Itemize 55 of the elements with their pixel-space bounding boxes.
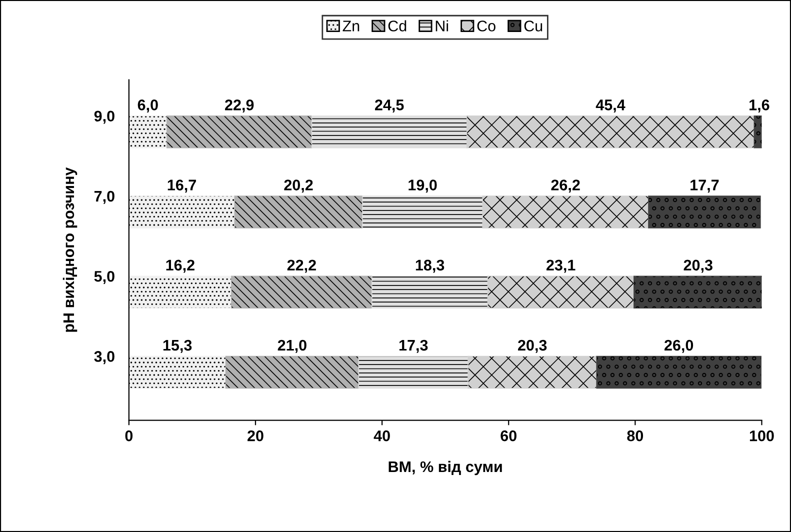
x-tick-label: 20 — [248, 430, 264, 442]
data-label: 26,2 — [551, 180, 580, 193]
bar — [648, 196, 761, 228]
data-label: 20,3 — [684, 260, 712, 273]
x-tick-label: 0 — [125, 430, 133, 442]
bar — [225, 356, 359, 389]
data-label: 18,3 — [416, 260, 444, 273]
y-axis-title: pH вихідного розчину — [62, 167, 78, 332]
bar — [231, 276, 372, 308]
data-label: 23,1 — [546, 260, 576, 273]
data-label: 20,2 — [284, 180, 313, 193]
data-label: 26,0 — [664, 340, 694, 353]
bar — [311, 116, 468, 148]
data-label: 6,0 — [138, 100, 158, 113]
data-label: 22,9 — [225, 100, 254, 113]
y-tick-label: 7,0 — [94, 190, 114, 204]
legend-label: Co — [477, 20, 496, 32]
legend-label: Cd — [388, 20, 406, 32]
x-tick-label: 60 — [500, 430, 516, 442]
bar — [128, 116, 168, 148]
legend-label: Zn — [342, 20, 360, 32]
data-label: 45,4 — [596, 100, 626, 113]
data-label: 15,3 — [163, 340, 192, 353]
bar — [596, 356, 762, 389]
data-label: 19,0 — [408, 180, 437, 193]
bar — [128, 196, 235, 228]
x-tick-label: 80 — [627, 430, 644, 442]
x-tick-label: 40 — [374, 430, 390, 442]
data-label: 24,5 — [374, 100, 404, 113]
bar — [634, 276, 762, 308]
bar — [358, 356, 468, 389]
bar — [487, 276, 634, 308]
y-tick-label: 9,0 — [94, 110, 114, 124]
bar — [362, 196, 484, 228]
bar — [234, 196, 363, 228]
data-label: 1,6 — [750, 100, 770, 113]
x-tick-label: 100 — [750, 430, 774, 442]
bar — [166, 116, 312, 148]
x-axis-title: ВМ, % від суми — [388, 460, 502, 476]
bar — [128, 356, 226, 389]
bar — [128, 276, 232, 308]
legend-label: Cu — [524, 20, 542, 32]
y-tick-label: 5,0 — [94, 270, 114, 284]
legend-label: Ni — [436, 20, 448, 32]
data-label: 20,3 — [518, 340, 547, 353]
data-label: 16,7 — [168, 180, 196, 193]
y-tick-label: 3,0 — [94, 351, 114, 364]
data-label: 17,3 — [399, 340, 428, 353]
bar — [482, 196, 649, 228]
data-label: 21,0 — [278, 340, 306, 353]
data-label: 22,2 — [287, 260, 316, 273]
bar — [468, 356, 597, 389]
bar — [372, 276, 488, 308]
data-label: 16,2 — [166, 260, 194, 273]
data-label: 17,7 — [690, 180, 719, 193]
